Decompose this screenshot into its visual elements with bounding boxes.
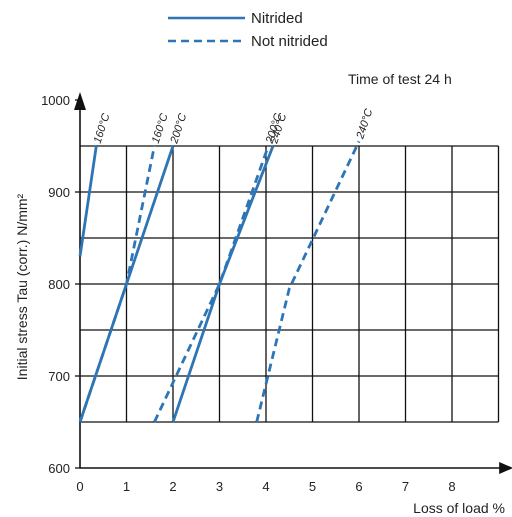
- y-tick-label: 600: [48, 461, 70, 476]
- y-tick-label: 700: [48, 369, 70, 384]
- not-nitrided-line: [255, 140, 361, 423]
- x-tick-label: 6: [355, 479, 362, 494]
- x-axis-arrow: [499, 462, 512, 474]
- series-temperature-label: 240°C: [354, 107, 375, 141]
- x-tick-label: 2: [169, 479, 176, 494]
- x-tick-label: 8: [448, 479, 455, 494]
- nitrided-line: [78, 145, 175, 423]
- nitrided-line: [171, 145, 275, 423]
- y-axis-arrow: [74, 92, 86, 110]
- nitrided-line: [78, 145, 98, 257]
- x-tick-label: 0: [76, 479, 83, 494]
- legend: Nitrided Not nitrided: [168, 10, 328, 50]
- legend-label-not-nitrided: Not nitrided: [251, 33, 328, 50]
- chart-annotation: Time of test 24 h: [348, 71, 452, 87]
- not-nitrided-line: [153, 145, 270, 423]
- x-tick-label: 1: [123, 479, 130, 494]
- legend-label-nitrided: Nitrided: [251, 10, 303, 27]
- series-temperature-label: 200°C: [168, 112, 189, 146]
- x-tick-label: 4: [262, 479, 269, 494]
- y-tick-label: 900: [48, 185, 70, 200]
- axes: [74, 92, 512, 474]
- series-temperature-label: 160°C: [92, 112, 113, 145]
- series-lines: [78, 140, 361, 423]
- tick-labels: 600 700 800 900 1000 0 1 2 3 4 5 6 7 8: [41, 93, 456, 494]
- x-axis-title: Loss of load %: [413, 500, 505, 516]
- x-tick-label: 5: [309, 479, 316, 494]
- series-temperature-label: 160°C: [150, 112, 171, 145]
- grid: [80, 145, 500, 423]
- y-tick-label: 800: [48, 277, 70, 292]
- x-tick-label: 7: [402, 479, 409, 494]
- y-tick-label: 1000: [41, 93, 70, 108]
- y-axis-title: Initial stress Tau (corr.) N/mm²: [14, 193, 30, 380]
- x-tick-label: 3: [216, 479, 223, 494]
